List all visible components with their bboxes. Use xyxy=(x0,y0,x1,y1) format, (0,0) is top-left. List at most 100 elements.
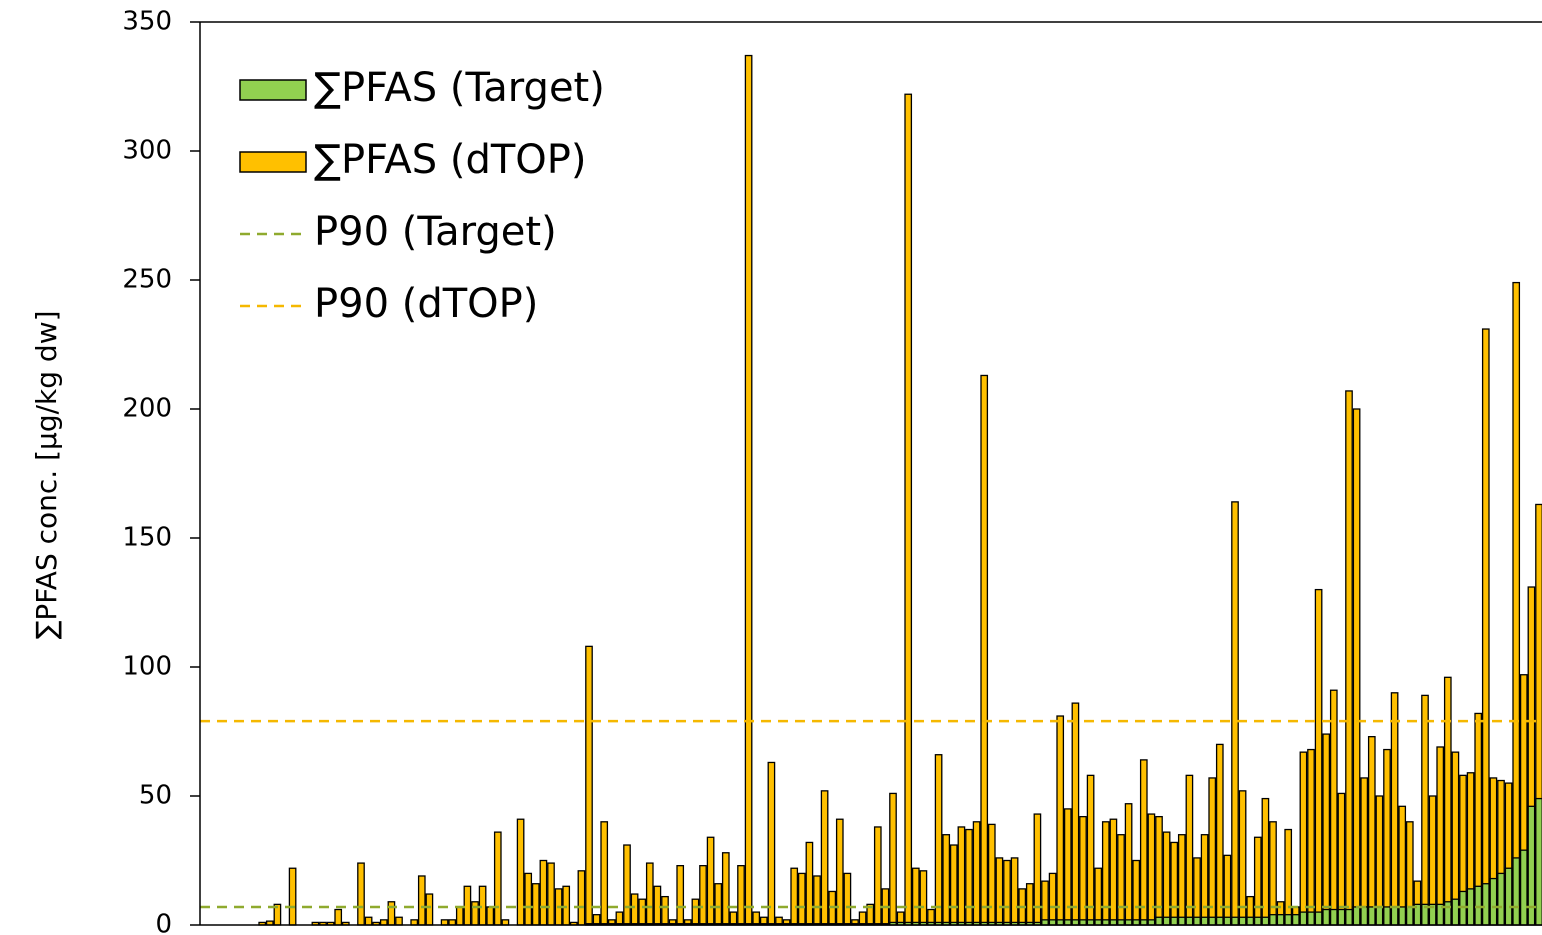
bar xyxy=(1071,702,1080,926)
bar xyxy=(478,885,487,926)
bar xyxy=(714,883,723,926)
bar xyxy=(1200,834,1209,926)
bar xyxy=(1185,916,1194,926)
bar xyxy=(1459,890,1467,926)
legend-label: ∑PFAS (dTOP) xyxy=(314,137,587,183)
bar xyxy=(638,898,647,926)
bar xyxy=(1086,774,1095,926)
bar xyxy=(706,836,715,926)
bar xyxy=(828,890,837,926)
bar xyxy=(1375,906,1384,926)
bar xyxy=(873,826,882,926)
bar xyxy=(1033,813,1042,926)
bar xyxy=(904,93,913,926)
bar xyxy=(1117,919,1125,926)
bar xyxy=(539,859,548,926)
y-tick-label: 50 xyxy=(139,781,172,811)
bar xyxy=(934,754,943,926)
bar xyxy=(1314,588,1323,926)
legend-swatch xyxy=(239,79,307,101)
bar xyxy=(1223,916,1232,926)
bar xyxy=(1307,911,1315,926)
bar xyxy=(1086,919,1095,926)
bar xyxy=(995,857,1004,926)
bar xyxy=(1436,746,1445,926)
bar xyxy=(1139,759,1148,926)
bar xyxy=(1352,408,1361,926)
bar xyxy=(957,826,966,926)
bar xyxy=(949,844,958,926)
bar xyxy=(1094,867,1103,926)
bar xyxy=(1132,919,1141,926)
y-tick-label: 300 xyxy=(122,136,172,166)
bar xyxy=(699,865,707,926)
bar xyxy=(1162,831,1171,926)
bar xyxy=(1223,854,1232,926)
legend-label: ∑PFAS (Target) xyxy=(314,65,605,111)
bar xyxy=(1238,790,1247,926)
bar xyxy=(1048,919,1057,926)
bar xyxy=(797,872,806,926)
bar xyxy=(1048,872,1057,926)
bar xyxy=(653,885,662,926)
bar xyxy=(1474,885,1483,926)
bar xyxy=(1109,818,1118,926)
bar xyxy=(813,875,821,926)
legend-label: P90 (dTOP) xyxy=(314,281,538,327)
bar xyxy=(493,831,502,926)
bar xyxy=(1124,919,1133,926)
bar xyxy=(1193,857,1201,926)
bar xyxy=(1314,911,1323,926)
bar xyxy=(577,870,586,926)
bar xyxy=(448,919,457,926)
bar xyxy=(1345,908,1353,926)
bar xyxy=(1003,859,1011,926)
bar xyxy=(1512,857,1521,926)
bar xyxy=(965,828,973,926)
bar xyxy=(425,893,434,926)
bar xyxy=(1071,919,1080,926)
bar xyxy=(1162,916,1171,926)
bar xyxy=(516,818,525,926)
bar xyxy=(691,898,700,926)
bar xyxy=(1451,898,1460,926)
bar xyxy=(1253,836,1262,926)
y-tick-label: 350 xyxy=(122,7,172,37)
bar xyxy=(1155,815,1163,926)
bar xyxy=(1443,676,1452,926)
bar xyxy=(1489,877,1498,926)
y-tick-label: 100 xyxy=(122,652,172,682)
bar xyxy=(1398,906,1407,926)
bar xyxy=(623,844,631,926)
bar xyxy=(820,790,829,926)
bar xyxy=(1337,908,1346,926)
bar xyxy=(387,901,396,926)
bar xyxy=(1170,841,1179,926)
bar xyxy=(1337,792,1346,926)
bar xyxy=(364,916,373,926)
bar xyxy=(1200,916,1209,926)
bar xyxy=(1010,857,1019,926)
bar xyxy=(417,875,426,926)
bar xyxy=(1025,883,1034,926)
y-tick-label: 200 xyxy=(122,394,172,424)
bar xyxy=(1284,914,1293,926)
bar xyxy=(1284,828,1293,926)
bar xyxy=(1261,916,1270,926)
bar xyxy=(1079,919,1087,926)
bar xyxy=(1063,919,1072,926)
bar xyxy=(1041,919,1049,926)
bar xyxy=(1177,834,1186,926)
bar xyxy=(379,919,388,926)
bar xyxy=(1421,694,1429,926)
bar xyxy=(1094,919,1103,926)
bar xyxy=(980,374,989,926)
bar xyxy=(1405,906,1414,926)
bar xyxy=(1238,916,1247,926)
bar xyxy=(721,852,730,926)
bar xyxy=(1329,689,1338,926)
bar xyxy=(1117,834,1125,926)
bar xyxy=(334,908,343,926)
bar xyxy=(1345,390,1353,926)
